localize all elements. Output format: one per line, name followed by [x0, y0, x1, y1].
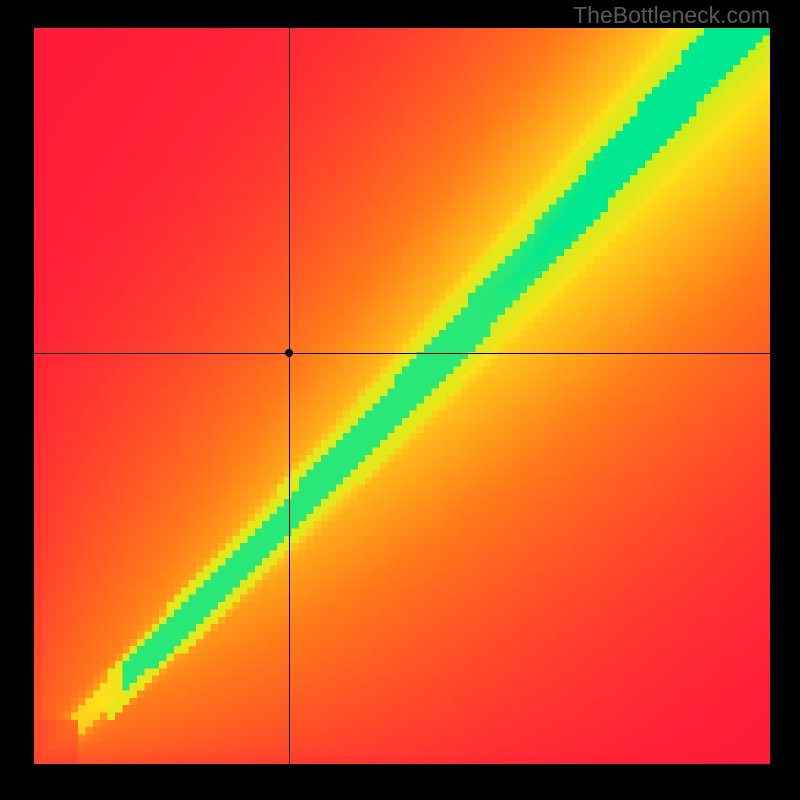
- crosshair-vertical: [289, 28, 290, 764]
- crosshair-horizontal: [34, 353, 770, 354]
- crosshair-marker-dot: [285, 349, 293, 357]
- bottleneck-heatmap: [34, 28, 770, 764]
- watermark-text: TheBottleneck.com: [573, 2, 770, 29]
- chart-container: TheBottleneck.com: [0, 0, 800, 800]
